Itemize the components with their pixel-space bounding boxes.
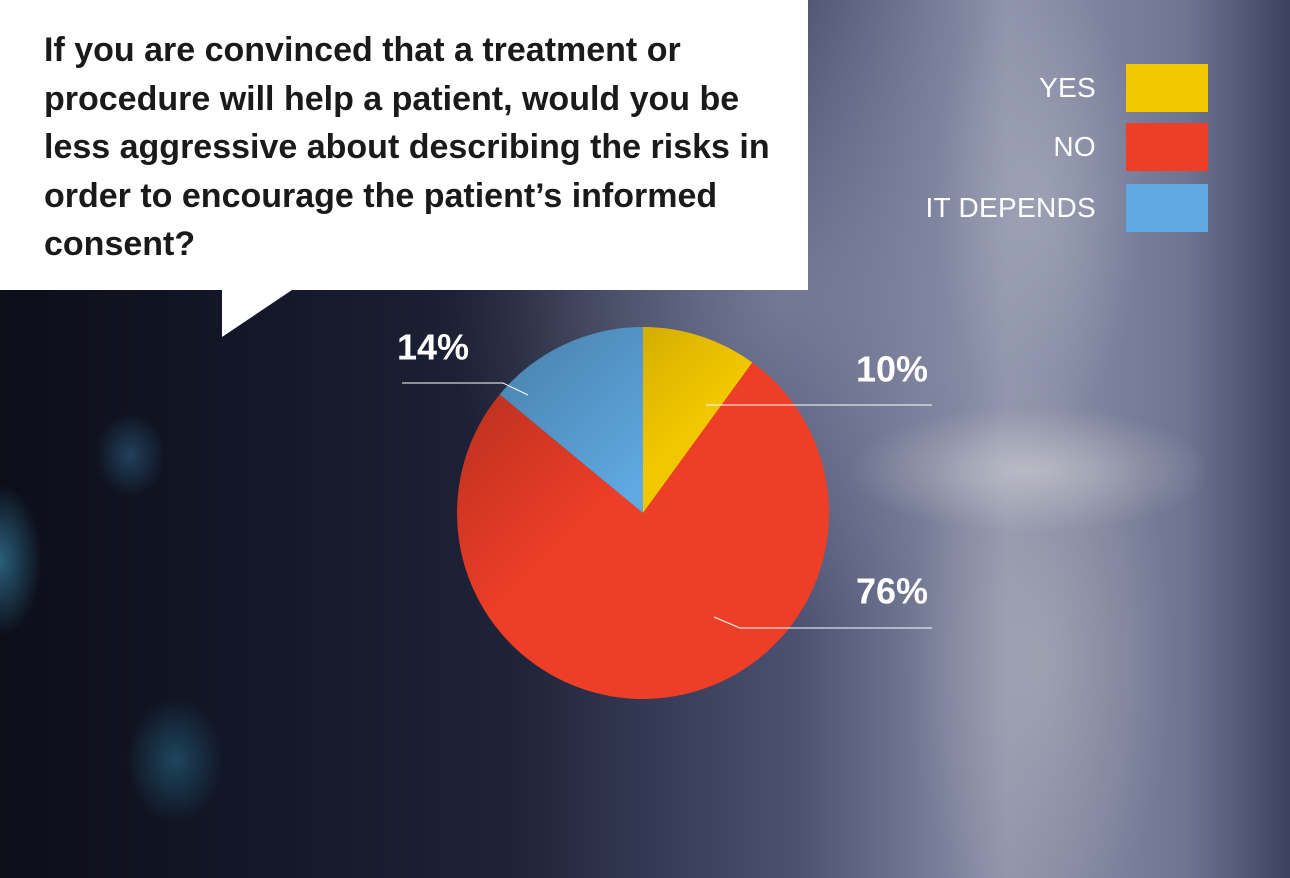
data-label: 76% [856, 571, 928, 612]
legend-label: NO [1053, 131, 1096, 162]
legend-item-it-depends: IT DEPENDS [925, 184, 1208, 232]
legend-swatch [1126, 123, 1208, 171]
legend-label: YES [1039, 72, 1096, 103]
speech-bubble: If you are convinced that a treatment or… [0, 0, 808, 290]
leader-line [402, 382, 529, 396]
legend-label: IT DEPENDS [925, 192, 1096, 223]
legend-item-no: NO [1053, 123, 1208, 171]
data-label: 10% [856, 349, 928, 390]
legend-swatch [1126, 64, 1208, 112]
survey-question: If you are convinced that a treatment or… [44, 31, 770, 263]
data-label: 14% [397, 327, 469, 368]
legend-swatch [1126, 184, 1208, 232]
leader-line [713, 616, 932, 629]
legend-item-yes: YES [1039, 64, 1208, 112]
